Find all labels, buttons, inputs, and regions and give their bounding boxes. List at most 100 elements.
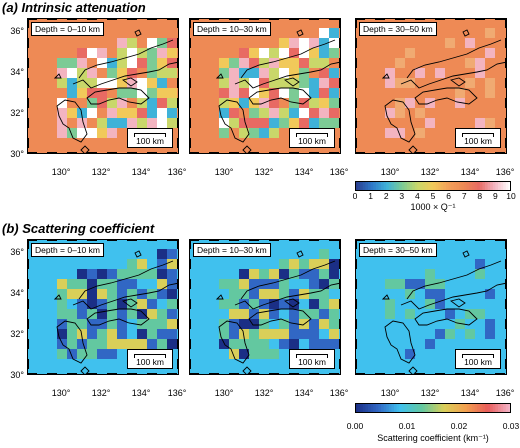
grid-cell xyxy=(415,68,425,78)
grid-cell xyxy=(117,118,127,128)
grid-cell xyxy=(319,249,329,259)
grid-cell xyxy=(309,319,319,329)
grid-cell xyxy=(107,299,117,309)
colorbar-segment xyxy=(479,403,483,413)
grid-cell xyxy=(329,118,339,128)
colorbar-segment xyxy=(505,181,509,191)
colorbar-segment xyxy=(414,403,418,413)
grid-cell xyxy=(299,58,309,68)
colorbar-tick-label: 0.03 xyxy=(502,421,520,431)
grid-cell xyxy=(249,319,259,329)
grid-cell xyxy=(157,98,167,108)
grid-cell xyxy=(157,249,167,259)
attenuation-colorbar-title: 1000 × Q⁻¹ xyxy=(410,202,456,212)
colorbar-segment xyxy=(464,403,468,413)
grid-cell xyxy=(279,339,289,349)
grid-cell xyxy=(385,108,395,118)
grid-cell xyxy=(329,309,339,319)
grid-cell xyxy=(127,269,137,279)
grid-cell xyxy=(289,259,299,269)
grid-cell xyxy=(117,329,127,339)
grid-cell xyxy=(157,339,167,349)
colorbar-segment xyxy=(357,181,361,191)
grid-cell xyxy=(67,58,77,68)
grid-cell xyxy=(107,279,117,289)
colorbar-segment xyxy=(386,181,390,191)
colorbar-segment xyxy=(451,403,455,413)
lon-label: 136° xyxy=(495,388,515,398)
colorbar-tick-label: 8 xyxy=(477,191,483,201)
grid-cell xyxy=(127,309,137,319)
coastline xyxy=(218,320,250,364)
grid-cell xyxy=(269,118,279,128)
colorbar-tick-label: 0.01 xyxy=(398,421,416,431)
colorbar-segment xyxy=(487,403,491,413)
section-title-attenuation: (a) Intrinsic attenuation xyxy=(2,0,146,15)
grid-cell xyxy=(425,269,435,279)
grid-cell xyxy=(289,339,299,349)
grid-cell xyxy=(385,309,395,319)
colorbar-segment xyxy=(438,403,442,413)
grid-cell xyxy=(229,78,239,88)
grid-cell xyxy=(219,108,229,118)
grid-cell xyxy=(167,38,177,48)
grid-cell xyxy=(249,48,259,58)
grid-cell xyxy=(485,289,495,299)
colorbar-segment xyxy=(360,403,364,413)
section-title-scattering: (b) Scattering coefficient xyxy=(2,221,155,236)
grid-cell xyxy=(127,279,137,289)
grid-cell xyxy=(117,289,127,299)
grid-cell xyxy=(279,319,289,329)
grid-cell xyxy=(97,279,107,289)
grid-cell xyxy=(445,38,455,48)
attenuation-map-depth-0-10: Depth = 0–10 km 100 km xyxy=(27,18,179,154)
coastline xyxy=(121,298,138,308)
grid-cell xyxy=(385,68,395,78)
grid-cell xyxy=(127,299,137,309)
grid-cell xyxy=(137,309,147,319)
grid-cell xyxy=(239,78,249,88)
grid-cell xyxy=(465,38,475,48)
grid-cell xyxy=(259,339,269,349)
grid-cell xyxy=(249,339,259,349)
grid-cell xyxy=(117,108,127,118)
scale-label: 100 km xyxy=(136,136,164,146)
colorbar-tick-label: 2 xyxy=(383,191,389,201)
coastline xyxy=(406,260,502,300)
grid-cell xyxy=(485,118,495,128)
grid-cell xyxy=(435,68,445,78)
colorbar-segment xyxy=(401,403,405,413)
depth-label: Depth = 0–10 km xyxy=(31,243,104,257)
grid-cell xyxy=(147,68,157,78)
grid-cell xyxy=(137,299,147,309)
grid-cell xyxy=(329,28,339,38)
grid-cell xyxy=(167,48,177,58)
grid-cell xyxy=(269,78,279,88)
grid-cell xyxy=(107,98,117,108)
lat-label: 36° xyxy=(10,247,24,257)
coastline xyxy=(72,61,179,89)
colorbar-tick-label: 0.00 xyxy=(346,421,364,431)
grid-cell xyxy=(97,329,107,339)
grid-cell xyxy=(249,108,259,118)
coastline xyxy=(215,73,224,79)
grid-cell xyxy=(229,108,239,118)
grid-cell xyxy=(249,88,259,98)
grid-cell xyxy=(127,58,137,68)
grid-cell xyxy=(289,108,299,118)
grid-cell xyxy=(67,128,77,138)
grid-cell xyxy=(219,58,229,68)
grid-cell xyxy=(147,48,157,58)
grid-cell xyxy=(97,58,107,68)
grid-cell xyxy=(167,309,177,319)
grid-cell xyxy=(157,269,167,279)
grid-cell xyxy=(127,339,137,349)
grid-cell xyxy=(67,339,77,349)
coastline xyxy=(218,99,250,143)
grid-cell xyxy=(309,339,319,349)
lon-label: 132° xyxy=(420,388,440,398)
grid-cell xyxy=(269,269,279,279)
colorbar-tick-label: 4 xyxy=(415,191,420,201)
grid-cell xyxy=(167,98,177,108)
grid-cell xyxy=(395,58,405,68)
